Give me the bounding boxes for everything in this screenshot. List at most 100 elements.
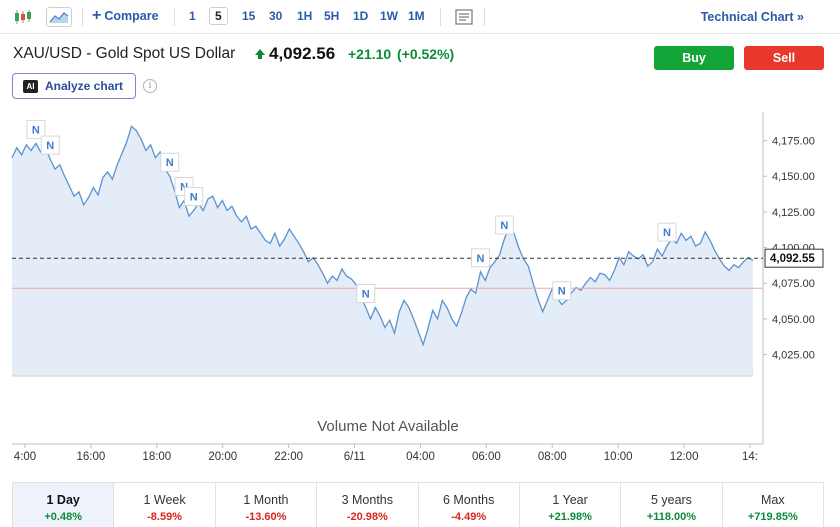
current-price-label: 4,092.55 bbox=[770, 253, 815, 265]
interval-1d[interactable]: 1D bbox=[353, 9, 369, 23]
period-1-year[interactable]: 1 Year +21.98% bbox=[520, 483, 622, 527]
interval-5[interactable]: 5 bbox=[209, 7, 228, 25]
chart-canvas: Investing.com4,025.004,050.004,075.004,1… bbox=[11, 112, 824, 463]
x-tick-label: 04:00 bbox=[406, 451, 435, 463]
toolbar-divider bbox=[484, 8, 485, 26]
x-tick-label: 10:00 bbox=[604, 451, 633, 463]
volume-not-available: Volume Not Available bbox=[317, 418, 458, 435]
interval-15[interactable]: 15 bbox=[242, 9, 256, 23]
sell-button[interactable]: Sell bbox=[744, 46, 824, 70]
interval-5h[interactable]: 5H bbox=[324, 9, 340, 23]
news-marker-label: N bbox=[166, 157, 174, 169]
candlestick-icon[interactable] bbox=[12, 7, 34, 27]
x-tick-label: 14: bbox=[742, 451, 758, 463]
chart-toolbar: + Compare 1 5 15 30 1H 5H 1D 1W 1M Techni… bbox=[0, 0, 840, 34]
x-tick-label: 18:00 bbox=[142, 451, 171, 463]
info-icon[interactable]: i bbox=[143, 79, 157, 93]
period-label: 6 Months bbox=[442, 493, 495, 507]
price-change: +21.10 bbox=[348, 46, 392, 62]
y-tick-label: 4,125.00 bbox=[772, 207, 815, 219]
interval-1m[interactable]: 1M bbox=[408, 9, 425, 23]
compare-label: Compare bbox=[104, 9, 159, 23]
period-change: +21.98% bbox=[548, 511, 592, 523]
news-marker-label: N bbox=[32, 124, 40, 136]
plus-icon: + bbox=[92, 7, 102, 24]
interval-1h[interactable]: 1H bbox=[297, 9, 313, 23]
news-marker bbox=[471, 248, 491, 268]
news-marker bbox=[552, 281, 572, 301]
period-3-months[interactable]: 3 Months -20.98% bbox=[317, 483, 419, 527]
news-marker bbox=[657, 222, 677, 242]
toolbar-divider bbox=[82, 8, 83, 26]
price-line bbox=[11, 125, 754, 347]
x-tick-label: 06:00 bbox=[472, 451, 501, 463]
y-tick-label: 4,150.00 bbox=[772, 171, 815, 183]
x-tick-label: 6/11 bbox=[344, 451, 366, 463]
news-marker bbox=[494, 215, 514, 235]
period-change: +0.48% bbox=[44, 511, 82, 523]
performance-tabs: 1 Day +0.48% 1 Week -8.59% 1 Month -13.6… bbox=[12, 482, 824, 527]
analyze-chart-label: Analyze chart bbox=[45, 79, 124, 93]
news-marker-label: N bbox=[663, 227, 671, 239]
news-marker-label: N bbox=[558, 286, 566, 298]
interval-1w[interactable]: 1W bbox=[380, 9, 398, 23]
news-marker-label: N bbox=[362, 289, 370, 301]
news-marker-label: N bbox=[477, 253, 485, 265]
news-marker-label: N bbox=[190, 191, 198, 203]
price-area bbox=[12, 126, 753, 376]
period-change: -20.98% bbox=[346, 511, 388, 523]
price-chart[interactable]: Investing.com4,025.004,050.004,075.004,1… bbox=[0, 112, 840, 470]
news-marker bbox=[40, 135, 60, 155]
arrow-up-icon-stem bbox=[258, 54, 262, 59]
toolbar-divider bbox=[440, 8, 441, 26]
period-label: 1 Month bbox=[243, 493, 289, 507]
technical-chart-link[interactable]: Technical Chart » bbox=[700, 10, 804, 24]
period-max[interactable]: Max +719.85% bbox=[723, 483, 823, 527]
x-tick-label: 08:00 bbox=[538, 451, 567, 463]
period-label: 1 Week bbox=[143, 493, 186, 507]
arrow-up-icon bbox=[255, 49, 265, 55]
news-layout-icon[interactable] bbox=[454, 7, 474, 27]
period-change: -13.60% bbox=[245, 511, 287, 523]
period-label: 1 Day bbox=[46, 493, 80, 507]
news-marker-label: N bbox=[46, 140, 54, 152]
interval-30[interactable]: 30 bbox=[269, 9, 283, 23]
news-marker-label: N bbox=[500, 220, 508, 232]
y-tick-label: 4,025.00 bbox=[772, 350, 815, 362]
period-change: -8.59% bbox=[147, 511, 182, 523]
news-marker-label: N bbox=[180, 181, 188, 193]
period-change: -4.49% bbox=[451, 511, 487, 523]
ai-icon: AI bbox=[23, 79, 38, 93]
x-tick-label: 20:00 bbox=[208, 451, 237, 463]
buy-button[interactable]: Buy bbox=[654, 46, 734, 70]
last-price: 4,092.56 bbox=[269, 44, 336, 63]
news-marker bbox=[160, 152, 180, 172]
y-tick-label: 4,175.00 bbox=[772, 136, 815, 148]
price-change-percent: (+0.52%) bbox=[397, 46, 455, 62]
interval-1[interactable]: 1 bbox=[189, 9, 196, 23]
period-label: 3 Months bbox=[341, 493, 394, 507]
toolbar-divider bbox=[174, 8, 175, 26]
instrument-name: XAU/USD - Gold Spot US Dollar bbox=[13, 45, 236, 62]
y-tick-label: 4,050.00 bbox=[772, 314, 815, 326]
period-1-month[interactable]: 1 Month -13.60% bbox=[216, 483, 318, 527]
period-change: +719.85% bbox=[747, 511, 798, 523]
x-tick-label: 22:00 bbox=[274, 451, 303, 463]
compare-button[interactable]: + Compare bbox=[92, 7, 159, 24]
y-tick-label: 4,075.00 bbox=[772, 278, 815, 290]
news-marker bbox=[184, 186, 204, 206]
period-6-months[interactable]: 6 Months -4.49% bbox=[419, 483, 520, 527]
x-tick-label: 12:00 bbox=[670, 451, 699, 463]
period-label: Max bbox=[761, 493, 785, 507]
x-tick-label: 4:00 bbox=[14, 451, 36, 463]
period-1-week[interactable]: 1 Week -8.59% bbox=[114, 483, 216, 527]
period-label: 1 Year bbox=[552, 493, 588, 507]
period-5-years[interactable]: 5 years +118.00% bbox=[621, 483, 723, 527]
news-marker bbox=[356, 284, 376, 304]
news-marker bbox=[26, 119, 46, 139]
current-price-tag bbox=[764, 248, 824, 268]
area-chart-icon[interactable] bbox=[46, 7, 72, 27]
period-1-day[interactable]: 1 Day +0.48% bbox=[13, 483, 115, 527]
period-label: 5 years bbox=[650, 493, 692, 507]
analyze-chart-button[interactable]: AI Analyze chart bbox=[12, 73, 136, 99]
